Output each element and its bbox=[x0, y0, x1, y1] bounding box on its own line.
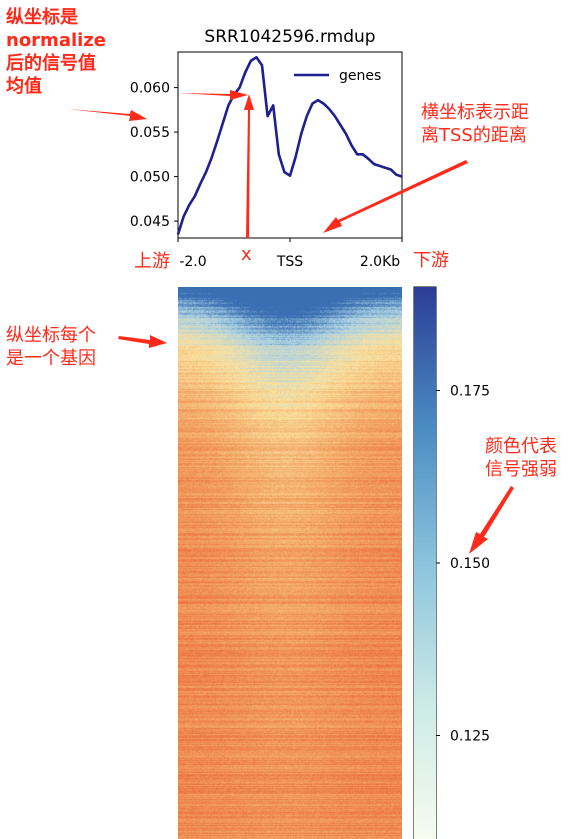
annotation-upstream: 上游 bbox=[134, 251, 170, 272]
annotation-arrows bbox=[68, 90, 514, 554]
annotation-downstream: 下游 bbox=[413, 250, 449, 271]
legend-label: genes bbox=[339, 68, 381, 84]
profile-ticks: 0.045 0.050 0.055 0.060 -2.0 TSS 2.0Kb bbox=[130, 81, 403, 270]
colorbar bbox=[414, 287, 436, 839]
colorbar-tick-label: 0.125 bbox=[450, 729, 490, 745]
x-tick-label: TSS bbox=[276, 254, 303, 270]
legend: genes bbox=[294, 68, 381, 84]
heatmap-canvas bbox=[178, 287, 402, 839]
series-line-genes bbox=[176, 55, 403, 235]
annotation-ylabel-note: 纵坐标是 normalize 后的信号值 均值 bbox=[6, 7, 106, 97]
colorbar-tick-label: 0.150 bbox=[450, 556, 490, 572]
arrow-x-position bbox=[178, 90, 248, 100]
arrow-ylabel bbox=[68, 109, 147, 121]
x-tick-label: -2.0 bbox=[179, 254, 206, 270]
colorbar-ticks: 0.125 0.150 0.175 bbox=[436, 384, 490, 745]
y-tick-label: 0.055 bbox=[130, 125, 170, 141]
annotation-color-note: 颜色代表 信号强弱 bbox=[485, 436, 557, 480]
annotation-rows-note: 纵坐标每个 是一个基因 bbox=[6, 325, 96, 369]
arrow-rows bbox=[118, 335, 167, 348]
profile-title: SRR1042596.rmdup bbox=[204, 27, 375, 47]
arrow-tss-distance bbox=[323, 160, 468, 233]
annotation-xlabel-note: 横坐标表示距 离TSS的距离 bbox=[421, 102, 529, 146]
colorbar-tick-label: 0.175 bbox=[450, 384, 490, 400]
profile-marks bbox=[176, 55, 403, 235]
heatmap bbox=[178, 287, 402, 839]
x-tick-label: 2.0Kb bbox=[360, 254, 400, 270]
y-tick-label: 0.050 bbox=[130, 170, 170, 186]
y-tick-label: 0.045 bbox=[130, 214, 170, 230]
y-tick-label: 0.060 bbox=[130, 81, 170, 97]
arrow-colorbar bbox=[469, 486, 514, 554]
arrow-x-vertical bbox=[244, 94, 254, 238]
annotation-x-marker: x bbox=[241, 244, 252, 265]
colorbar-canvas bbox=[414, 287, 436, 839]
